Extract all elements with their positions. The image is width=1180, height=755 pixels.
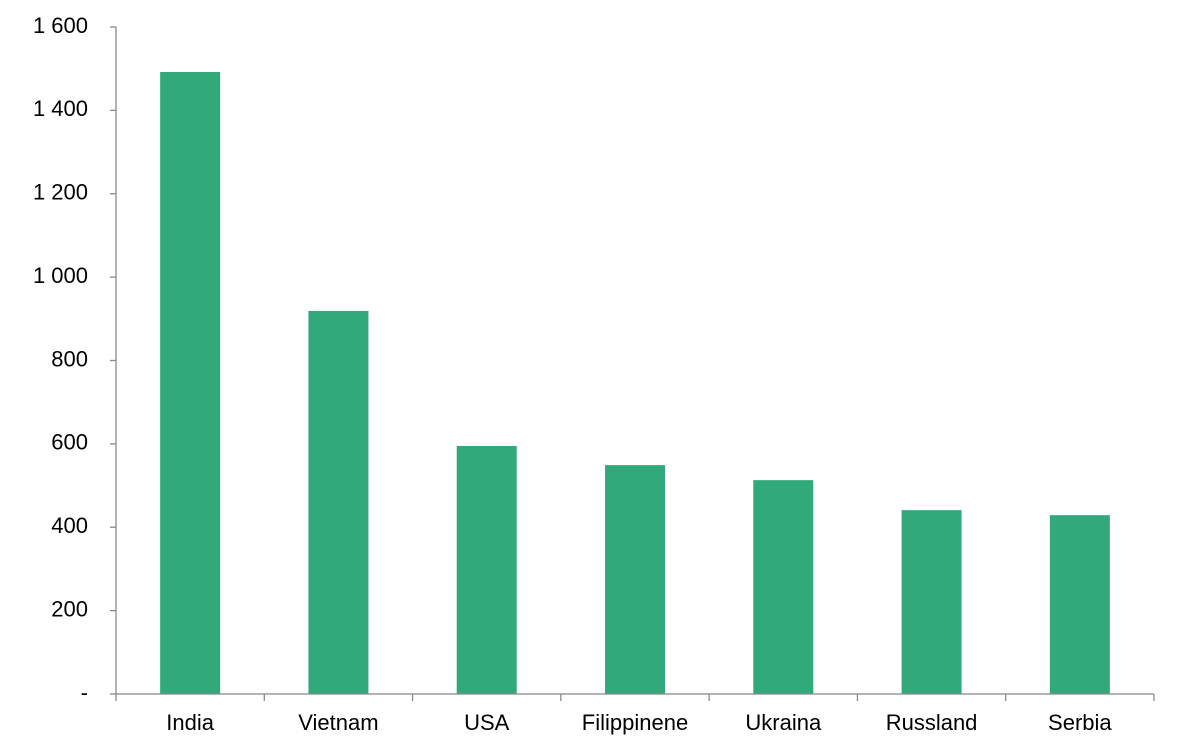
x-tick-label: Serbia	[1048, 710, 1112, 735]
bar	[160, 72, 221, 694]
y-tick-label: 600	[51, 430, 88, 455]
y-tick-label: 1 600	[33, 13, 88, 38]
y-tick-label: 200	[51, 596, 88, 621]
bar	[1049, 515, 1110, 694]
x-tick-label: Russland	[886, 710, 978, 735]
y-tick-label: -	[81, 680, 88, 705]
bar	[605, 465, 665, 694]
bar	[901, 510, 962, 694]
x-tick-label: USA	[464, 710, 510, 735]
y-tick-label: 1 200	[33, 180, 88, 205]
y-tick-label: 1 400	[33, 96, 88, 121]
bar	[308, 310, 369, 694]
y-tick-label: 400	[51, 513, 88, 538]
x-tick-label: India	[166, 710, 214, 735]
bar	[753, 480, 814, 694]
bar	[456, 445, 517, 694]
y-tick-label: 800	[51, 346, 88, 371]
y-tick-label: 1 000	[33, 263, 88, 288]
x-tick-label: Vietnam	[298, 710, 378, 735]
x-tick-label: Ukraina	[745, 710, 822, 735]
x-tick-label: Filippinene	[582, 710, 688, 735]
